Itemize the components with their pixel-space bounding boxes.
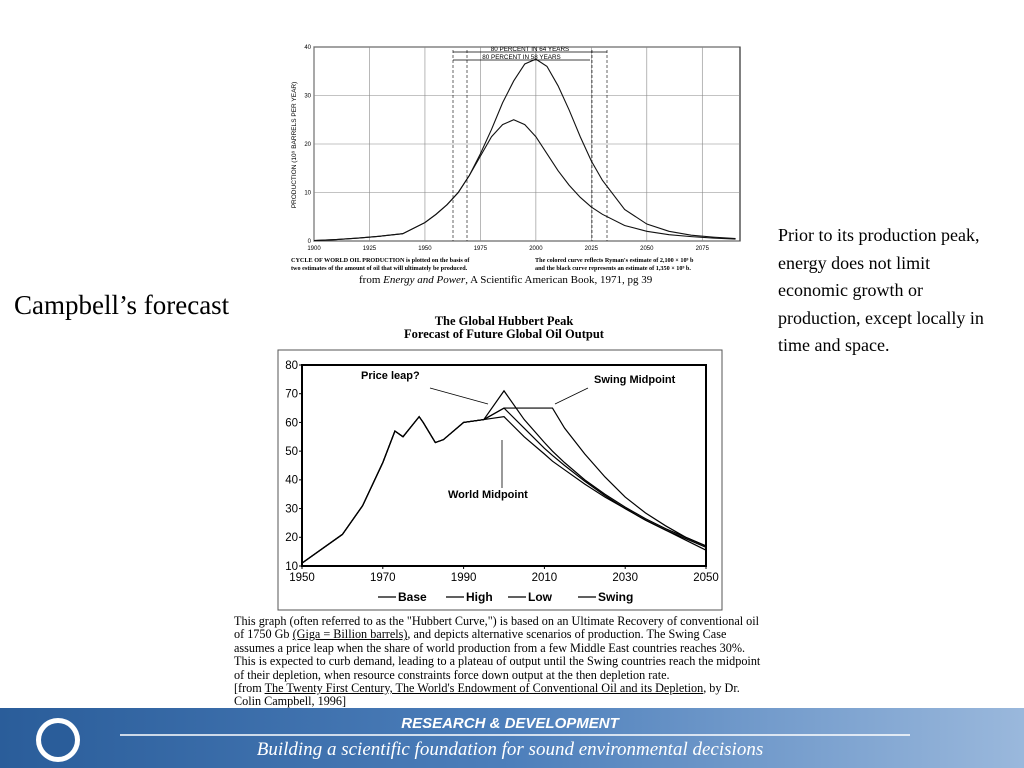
chart-title: The Global Hubbert Peak: [435, 314, 574, 328]
footer-bar: [0, 708, 1024, 768]
annotation-arrow: [554, 387, 589, 405]
x-tick-label: 2050: [693, 572, 719, 584]
caption-part: [from: [234, 681, 265, 696]
caption-part: , and depicts alternative scenarios of p…: [234, 627, 761, 682]
legend-label: Base: [398, 590, 427, 604]
x-tick-label: 2030: [612, 572, 638, 584]
x-tick-label: 1900: [307, 246, 321, 252]
source-part: from: [359, 274, 383, 286]
y-tick-label: 20: [285, 532, 298, 544]
y-tick-label: 10: [304, 191, 311, 197]
y-tick-label: 80: [285, 360, 298, 372]
footer-line1: RESEARCH & DEVELOPMENT: [401, 715, 620, 732]
annotation: 80 PERCENT IN 64 YEARS: [491, 46, 570, 53]
x-tick-label: 1970: [370, 572, 396, 584]
x-tick-label: 2075: [696, 246, 710, 252]
y-tick-label: 20: [304, 142, 311, 148]
y-tick-label: 30: [285, 503, 298, 515]
caption-part: This graph (often referred to as the "Hu…: [234, 614, 760, 642]
caption-link: (Giga = Billion barrels): [292, 627, 408, 642]
caption: This graph (often referred to as the "Hu…: [234, 614, 768, 709]
annotation: 80 PERCENT IN 58 YEARS: [482, 54, 561, 61]
annotation: Swing Midpoint: [594, 374, 676, 386]
caption-right: The colored curve reflects Ryman's estim…: [535, 257, 694, 264]
annotation-arrow: [429, 387, 489, 405]
y-axis-label-group: PRODUCTION (10⁹ BARRELS PER YEAR): [291, 82, 298, 209]
y-tick-label: 30: [304, 94, 311, 100]
series-line: [301, 407, 707, 564]
y-tick-label: 60: [285, 417, 298, 429]
x-tick-label: 2010: [532, 572, 558, 584]
y-tick-label: 40: [285, 475, 298, 487]
y-tick-label: 50: [285, 446, 298, 458]
legend-label: High: [466, 590, 493, 604]
chart2-frame: [277, 349, 723, 611]
x-tick-label: 1975: [474, 246, 488, 252]
chart-subtitle: Forecast of Future Global Oil Output: [404, 327, 605, 341]
y-axis-label: PRODUCTION (10⁹ BARRELS PER YEAR): [291, 82, 298, 209]
logo-inner: [41, 723, 75, 757]
y-tick-label: 40: [304, 45, 311, 51]
x-tick-label: 1950: [418, 246, 432, 252]
footer-line2: Building a scientific foundation for sou…: [257, 739, 763, 760]
series-line: [301, 407, 707, 564]
source-part: , A Scientific American Book, 1971, pg 3…: [465, 274, 652, 286]
series-line: [313, 119, 736, 242]
plot-frame: [301, 364, 707, 567]
legend-label: Swing: [598, 590, 633, 604]
legend-label: Low: [528, 590, 553, 604]
y-tick-label: 10: [285, 561, 298, 573]
side-text: Prior to its production peak, energy doe…: [778, 225, 984, 355]
caption-left: two estimates of the amount of oil that …: [291, 265, 468, 272]
y-tick-label: 70: [285, 389, 298, 401]
caption-left: CYCLE OF WORLD OIL PRODUCTION is plotted…: [291, 257, 470, 264]
x-tick-label: 2050: [640, 246, 654, 252]
slide-title: Campbell’s forecast: [14, 290, 230, 320]
caption-right: and the black curve represents an estima…: [535, 265, 691, 272]
x-tick-label: 1925: [363, 246, 377, 252]
annotation: World Midpoint: [448, 489, 528, 501]
annotation: Price leap?: [361, 370, 420, 382]
source: from Energy and Power, A Scientific Amer…: [359, 274, 653, 286]
x-tick-label: 1950: [289, 572, 315, 584]
caption-part: The Twenty First Century, The World's En…: [264, 681, 704, 696]
source-part: Energy and Power: [382, 274, 466, 286]
series-line: [313, 58, 736, 242]
x-tick-label: 2000: [529, 246, 543, 252]
y-tick-label: 0: [308, 239, 312, 245]
x-tick-label: 2025: [585, 246, 599, 252]
caption-part: , by Dr. Colin Campbell, 1996]: [234, 681, 740, 709]
x-tick-label: 1990: [451, 572, 477, 584]
